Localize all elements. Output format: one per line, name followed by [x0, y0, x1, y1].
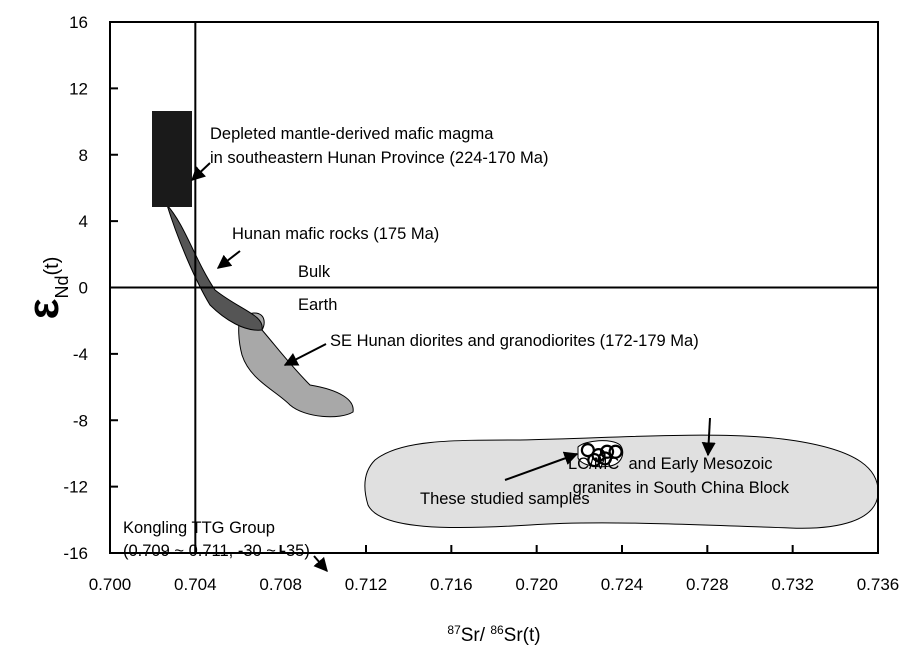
x-tick-label: 0.720 [515, 575, 558, 594]
annotation: LC/MC and Early Mesozoic [568, 455, 773, 473]
y-tick-label: 4 [79, 212, 88, 231]
y-tick-label: -8 [73, 411, 88, 430]
y-tick-label: -16 [63, 544, 88, 563]
x-tick-label: 0.736 [857, 575, 900, 594]
annotation: These studied samples [420, 490, 590, 508]
sample-point [608, 444, 623, 459]
x-axis-label-part: Sr(t) [504, 625, 541, 646]
y-tick-label: -4 [73, 345, 88, 364]
annotation: granites in South China Block [568, 479, 790, 497]
x-tick-label: 0.732 [771, 575, 814, 594]
y-tick-label: 8 [79, 146, 88, 165]
annotation: in southeastern Hunan Province (224-170 … [210, 149, 548, 167]
hunan-mafic-field [166, 204, 263, 331]
arrow [313, 555, 328, 573]
annotations: Depleted mantle-derived mafic magma in s… [123, 125, 790, 560]
x-tick-label: 0.724 [601, 575, 644, 594]
y-tick-label: -12 [63, 478, 88, 497]
annotation: Depleted mantle-derived mafic magma [210, 125, 494, 143]
annotation: SE Hunan diorites and granodiorites (172… [330, 332, 699, 350]
x-axis-label-part: Sr/ [461, 625, 491, 646]
arrow [283, 343, 327, 366]
depleted-mantle-field [152, 111, 192, 207]
arrow [216, 250, 241, 269]
y-axis-label-part: ε [19, 298, 68, 319]
y-tick-label: 12 [69, 79, 88, 98]
arrow [190, 162, 211, 181]
arrows [190, 162, 716, 573]
annotation: (0.709 ~ 0.711, -30 ~ -35) [123, 542, 310, 560]
annotation: Kongling TTG Group [123, 519, 275, 537]
annotation: Earth [298, 296, 337, 314]
annotation: Hunan mafic rocks (175 Ma) [232, 225, 439, 243]
x-tick-label: 0.700 [89, 575, 132, 594]
sample-point [599, 444, 615, 459]
fields [152, 111, 879, 529]
arrow [701, 417, 716, 457]
x-axis-label-part: 86 [490, 623, 504, 637]
x-tick-label: 0.728 [686, 575, 729, 594]
annotation: Bulk [298, 263, 331, 281]
y-axis-label-part: Nd [52, 275, 72, 298]
x-tick-label: 0.704 [174, 575, 217, 594]
y-axis-label: εNd(t) [19, 257, 72, 320]
x-tick-label: 0.716 [430, 575, 473, 594]
lcmc-field [364, 434, 879, 529]
x-axis-label: 87Sr/ 86Sr(t) [447, 623, 540, 646]
x-tick-label: 0.708 [259, 575, 302, 594]
y-tick-label: 16 [69, 13, 88, 32]
y-tick-label: 0 [79, 279, 88, 298]
x-tick-label: 0.712 [345, 575, 388, 594]
sample-point [597, 451, 613, 466]
x-axis-label-part: 87 [447, 623, 461, 637]
plot: 0.700 0.704 0.708 0.712 0.716 0.720 0.724 0.728… [63, 13, 899, 594]
y-axis-label-part: (t) [41, 257, 63, 276]
arrow [504, 451, 579, 481]
